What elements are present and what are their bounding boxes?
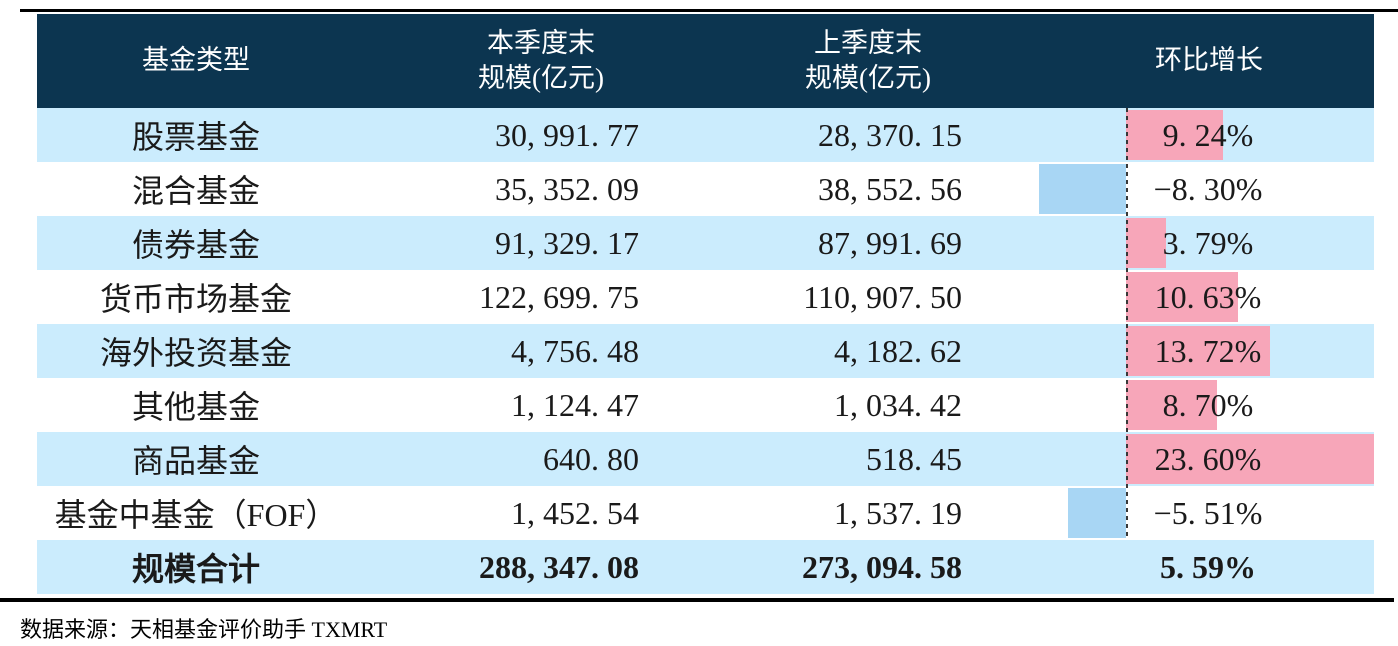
fund-type-cell: 股票基金 — [131, 119, 260, 155]
growth-bar — [1126, 434, 1374, 484]
growth-value-label: 13. 72% — [1154, 332, 1262, 369]
column-header-current-quarter-scale: 本季度末 规模(亿元) — [355, 26, 681, 96]
fund-type-cell: 其他基金 — [131, 389, 260, 425]
growth-zero-axis-dashed-line — [1126, 108, 1128, 540]
table-total-row: 规模合计 288, 347. 08 273, 094. 58 5. 59% — [37, 540, 1374, 594]
growth-cell: 10. 63% — [1007, 270, 1374, 324]
current-scale-cell: 4, 756. 48 — [511, 332, 639, 369]
fund-type-cell: 商品基金 — [131, 443, 260, 479]
previous-scale-cell: 518. 45 — [866, 440, 962, 477]
growth-value-label: 8. 70% — [1162, 386, 1254, 423]
table-row: 股票基金 30, 991. 77 28, 370. 15 9. 24% — [37, 108, 1374, 162]
previous-scale-cell: 110, 907. 50 — [803, 278, 962, 315]
growth-value-label: −8. 30% — [1153, 170, 1263, 207]
column-header-line: 本季度末 — [487, 27, 595, 58]
table-header-row: 基金类型 本季度末 规模(亿元) 上季度末 规模(亿元) 环比增长 — [37, 14, 1374, 108]
current-scale-cell: 122, 699. 75 — [479, 278, 639, 315]
table-row: 其他基金 1, 124. 47 1, 034. 42 8. 70% — [37, 378, 1374, 432]
fund-type-cell: 债券基金 — [131, 227, 260, 263]
bottom-rule — [0, 598, 1394, 602]
fund-scale-table: 基金类型 本季度末 规模(亿元) 上季度末 规模(亿元) 环比增长 股票基金 3… — [37, 14, 1374, 594]
growth-cell: 13. 72% — [1007, 324, 1374, 378]
growth-bar — [1068, 488, 1126, 538]
table-row: 商品基金 640. 80 518. 45 23. 60% — [37, 432, 1374, 486]
growth-cell: 9. 24% — [1007, 108, 1374, 162]
growth-cell: 23. 60% — [1007, 432, 1374, 486]
growth-cell: 3. 79% — [1007, 216, 1374, 270]
previous-scale-cell: 273, 094. 58 — [802, 548, 962, 585]
column-header-line: 规模(亿元) — [478, 63, 604, 93]
growth-cell: 8. 70% — [1007, 378, 1374, 432]
growth-bar — [1039, 164, 1126, 214]
growth-bar — [1126, 326, 1270, 376]
column-header-line: 基金类型 — [142, 45, 250, 76]
growth-value-label: −5. 51% — [1153, 494, 1263, 531]
previous-scale-cell: 1, 537. 19 — [834, 494, 962, 531]
fund-type-cell: 海外投资基金 — [99, 335, 292, 371]
data-source-note: 数据来源：天相基金评价助手 TXMRT — [20, 617, 388, 642]
column-header-line: 规模(亿元) — [805, 63, 931, 93]
previous-scale-cell: 28, 370. 15 — [818, 116, 962, 153]
growth-value-label: 23. 60% — [1154, 440, 1262, 477]
growth-value-label: 3. 79% — [1162, 224, 1254, 261]
current-scale-cell: 35, 352. 09 — [495, 170, 639, 207]
fund-type-cell: 货币市场基金 — [99, 281, 292, 317]
table-body: 股票基金 30, 991. 77 28, 370. 15 9. 24% 混合基金… — [37, 108, 1374, 540]
previous-scale-cell: 1, 034. 42 — [834, 386, 962, 423]
current-scale-cell: 288, 347. 08 — [479, 548, 639, 585]
current-scale-cell: 30, 991. 77 — [495, 116, 639, 153]
previous-scale-cell: 38, 552. 56 — [818, 170, 962, 207]
top-rule — [20, 9, 1398, 12]
current-scale-cell: 1, 124. 47 — [511, 386, 639, 423]
growth-bar — [1126, 272, 1238, 322]
fund-type-cell: 混合基金 — [131, 173, 260, 209]
growth-cell: −5. 51% — [1007, 486, 1374, 540]
current-scale-cell: 1, 452. 54 — [511, 494, 639, 531]
growth-value-label: 10. 63% — [1154, 278, 1262, 315]
growth-bar — [1126, 218, 1166, 268]
growth-value-label: 5. 59% — [1160, 548, 1256, 585]
previous-scale-cell: 87, 991. 69 — [818, 224, 962, 261]
column-header-previous-quarter-scale: 上季度末 规模(亿元) — [681, 26, 1007, 96]
column-header-fund-type: 基金类型 — [37, 43, 355, 78]
table-row: 基金中基金（FOF） 1, 452. 54 1, 537. 19 −5. 51% — [37, 486, 1374, 540]
table-row: 债券基金 91, 329. 17 87, 991. 69 3. 79% — [37, 216, 1374, 270]
table-row: 货币市场基金 122, 699. 75 110, 907. 50 10. 63% — [37, 270, 1374, 324]
growth-value-label: 9. 24% — [1162, 116, 1254, 153]
fund-type-cell: 基金中基金（FOF） — [54, 497, 338, 533]
table-row: 海外投资基金 4, 756. 48 4, 182. 62 13. 72% — [37, 324, 1374, 378]
column-header-line: 上季度末 — [814, 27, 922, 58]
current-scale-cell: 91, 329. 17 — [495, 224, 639, 261]
current-scale-cell: 640. 80 — [543, 440, 639, 477]
column-header-qoq-growth: 环比增长 — [1007, 43, 1374, 78]
previous-scale-cell: 4, 182. 62 — [834, 332, 962, 369]
growth-cell: −8. 30% — [1007, 162, 1374, 216]
growth-bar — [1126, 110, 1223, 160]
column-header-line: 环比增长 — [1155, 45, 1263, 76]
table-row: 混合基金 35, 352. 09 38, 552. 56 −8. 30% — [37, 162, 1374, 216]
fund-type-cell: 规模合计 — [131, 551, 260, 587]
growth-cell: 5. 59% — [1007, 540, 1374, 594]
growth-bar — [1126, 380, 1217, 430]
